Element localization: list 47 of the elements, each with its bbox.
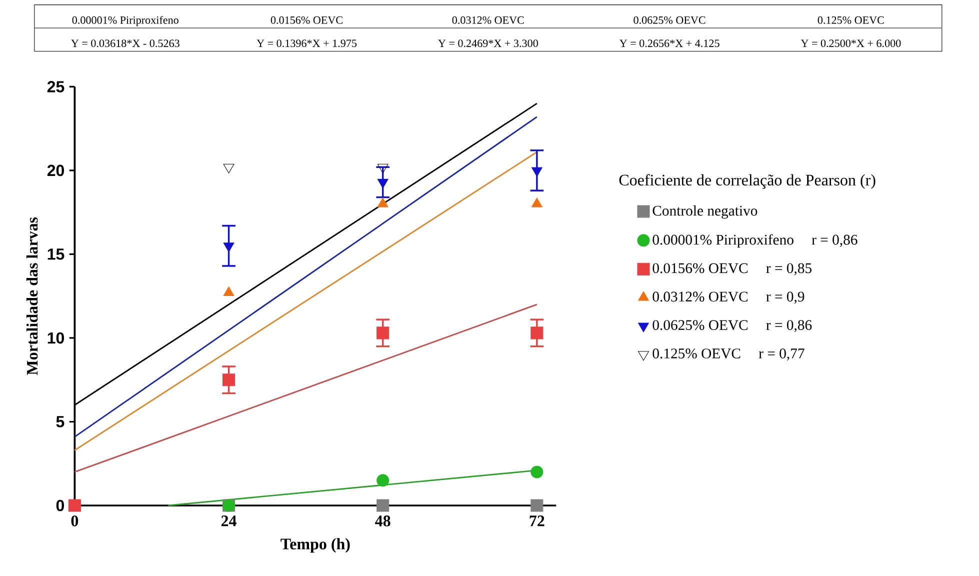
point	[223, 164, 234, 174]
text: Y = 0.2500*X + 6.000	[800, 39, 901, 47]
x-tick-label: 24	[221, 515, 236, 526]
y-tick-label: 20	[47, 164, 64, 176]
legend-label: 0.0625% OEVC	[652, 320, 748, 330]
legend-label: Controle negativo	[652, 205, 758, 219]
point	[376, 474, 390, 487]
text: r = 0,77	[758, 348, 804, 360]
x-axis-title: Tempo (h)	[280, 538, 350, 553]
text: 0.125% OEVC	[818, 16, 884, 24]
text: Y = 0.2469*X + 3.300	[438, 39, 538, 47]
text: r = 0,86	[812, 234, 858, 247]
legend-label: 0.0156% OEVC	[652, 263, 748, 274]
text: Y = 0.2656*X + 4.125	[619, 39, 720, 47]
point	[222, 373, 236, 386]
text: r = 0,85	[766, 263, 812, 276]
legend-title: Coeficiente de correlação de Pearson (r)	[619, 174, 876, 189]
y-axis-title: Mortalidade das larvas	[26, 217, 38, 375]
text: 0.0312% OEVC	[452, 16, 524, 24]
y-tick-label: 5	[56, 416, 64, 428]
point	[376, 499, 390, 512]
point	[223, 242, 234, 252]
x-tick-label: 0	[71, 515, 78, 526]
y-tick-label: 25	[47, 80, 64, 92]
text: Y = 0.1396*X + 1.975	[256, 39, 357, 47]
y-tick-label: 15	[48, 248, 64, 260]
point	[530, 466, 544, 478]
point	[530, 326, 544, 340]
point	[530, 499, 544, 512]
point	[68, 499, 81, 512]
text: 0.0625% OEVC	[634, 16, 706, 24]
point	[376, 326, 390, 340]
point	[377, 164, 388, 174]
point	[377, 178, 388, 188]
x-tick-label: 72	[530, 515, 544, 526]
text: r = 0,9	[766, 292, 804, 304]
legend-label: 0.00001% Piriproxifeno	[652, 234, 794, 248]
legend-label: 0.125% OEVC	[652, 348, 740, 358]
y-tick-label: 10	[48, 332, 64, 344]
point	[531, 167, 542, 177]
y-tick-label: 0	[56, 500, 64, 512]
text: 0.0156% OEVC	[270, 16, 342, 24]
text: 0.00001% Piriproxifeno	[72, 16, 178, 26]
text: r = 0,86	[766, 320, 812, 332]
legend-label: 0.0312% OEVC	[652, 292, 748, 302]
x-tick-label: 48	[375, 515, 390, 526]
text: Y = 0.03618*X - 0.5263	[71, 39, 180, 47]
